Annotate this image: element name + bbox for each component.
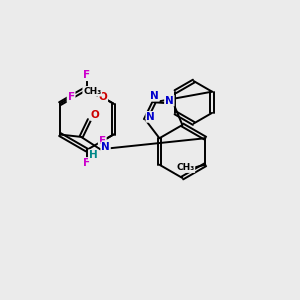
Text: F: F — [99, 136, 106, 146]
Text: O: O — [98, 92, 107, 102]
Text: F: F — [83, 70, 90, 80]
Text: CH₃: CH₃ — [176, 163, 194, 172]
Text: F: F — [83, 158, 90, 168]
Text: O: O — [91, 110, 100, 120]
Text: N: N — [101, 142, 110, 152]
Text: N: N — [146, 112, 155, 122]
Text: N: N — [165, 96, 174, 106]
Text: N: N — [150, 91, 159, 101]
Text: H: H — [89, 150, 98, 160]
Text: CH₃: CH₃ — [83, 87, 101, 96]
Text: F: F — [68, 92, 75, 102]
